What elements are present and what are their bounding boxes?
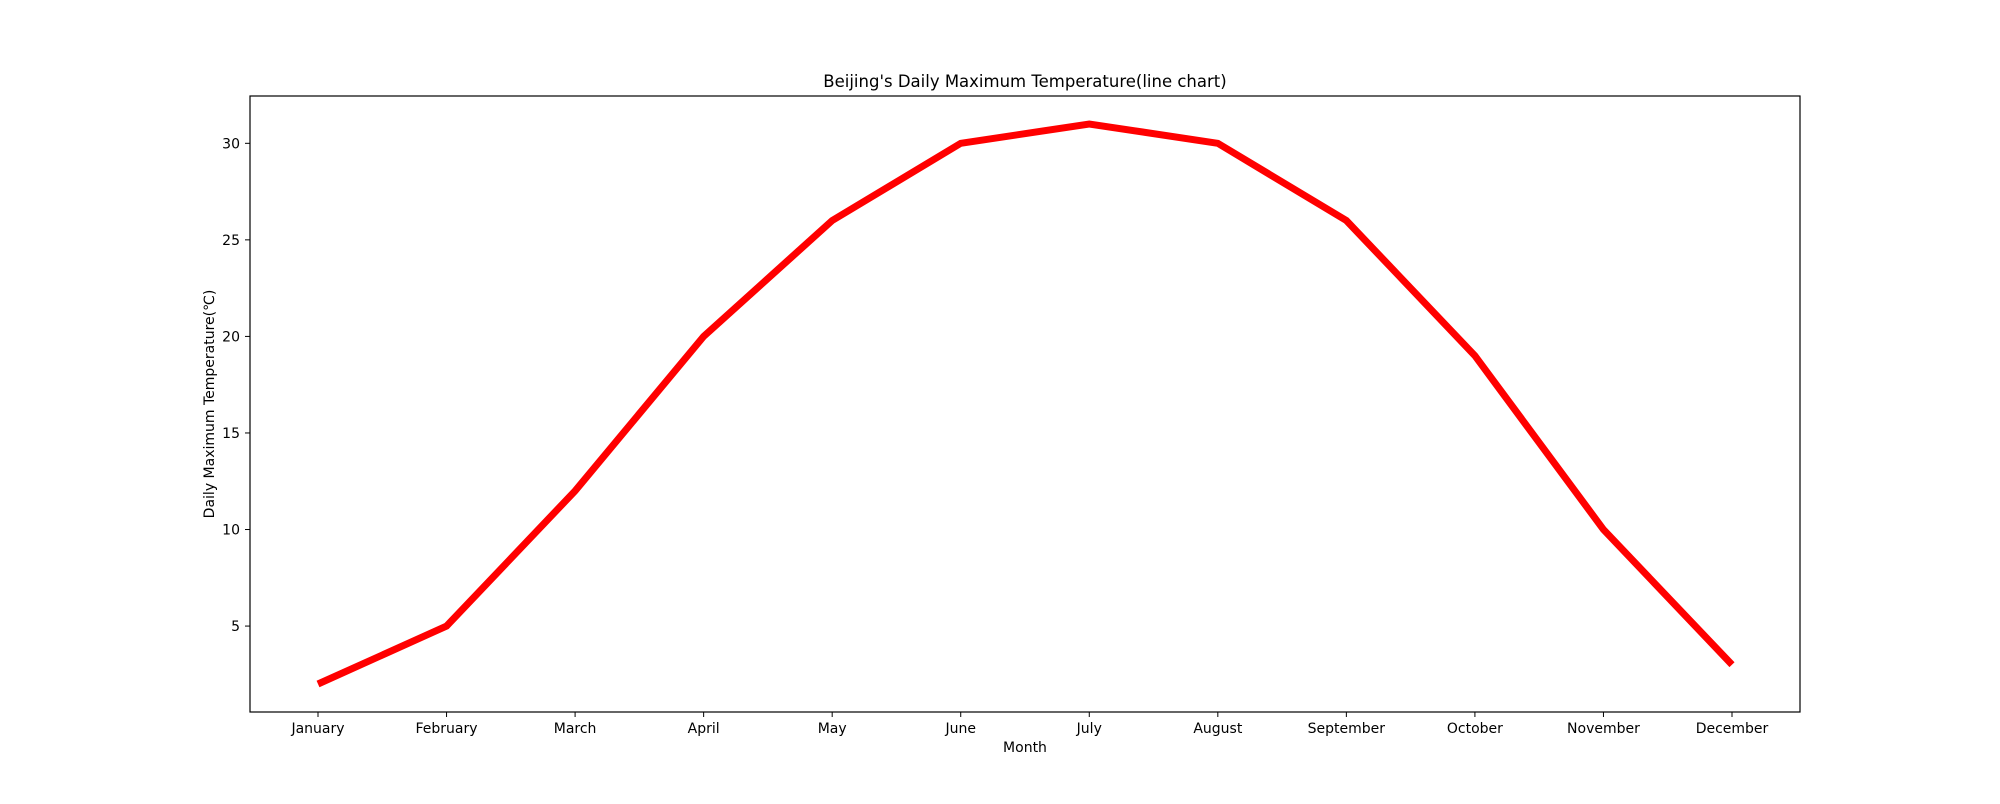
x-tick-label: February bbox=[416, 721, 478, 737]
x-tick-label: November bbox=[1567, 721, 1640, 737]
x-axis-label: Month bbox=[1003, 740, 1047, 756]
y-tick-label: 15 bbox=[222, 426, 240, 442]
y-axis-ticks: 5 10 15 20 25 30 bbox=[222, 136, 250, 635]
x-tick-label: September bbox=[1308, 721, 1386, 737]
series-layer bbox=[316, 120, 1735, 688]
x-tick-label: August bbox=[1193, 721, 1243, 737]
x-tick-label: March bbox=[554, 721, 597, 737]
y-tick-label: 20 bbox=[222, 329, 240, 345]
y-tick-label: 5 bbox=[231, 619, 240, 635]
y-tick-label: 10 bbox=[222, 523, 240, 539]
y-axis-label: Daily Maximum Temperature(℃) bbox=[202, 290, 218, 519]
series-line bbox=[316, 120, 1735, 688]
x-tick-label: October bbox=[1447, 721, 1503, 737]
x-tick-label: May bbox=[818, 721, 847, 737]
x-tick-label: April bbox=[688, 721, 720, 737]
x-tick-label: June bbox=[944, 721, 976, 737]
chart-title: Beijing's Daily Maximum Temperature(line… bbox=[823, 72, 1226, 91]
plot-frame bbox=[249, 95, 1801, 713]
x-tick-label: December bbox=[1696, 721, 1769, 737]
x-tick-label: July bbox=[1076, 721, 1102, 737]
y-tick-label: 30 bbox=[222, 136, 240, 152]
x-axis-ticks: January February March April May June July Augu… bbox=[290, 712, 1769, 737]
x-tick-label: January bbox=[290, 721, 344, 737]
y-tick-label: 25 bbox=[222, 233, 240, 249]
plot-area bbox=[250, 96, 1800, 712]
